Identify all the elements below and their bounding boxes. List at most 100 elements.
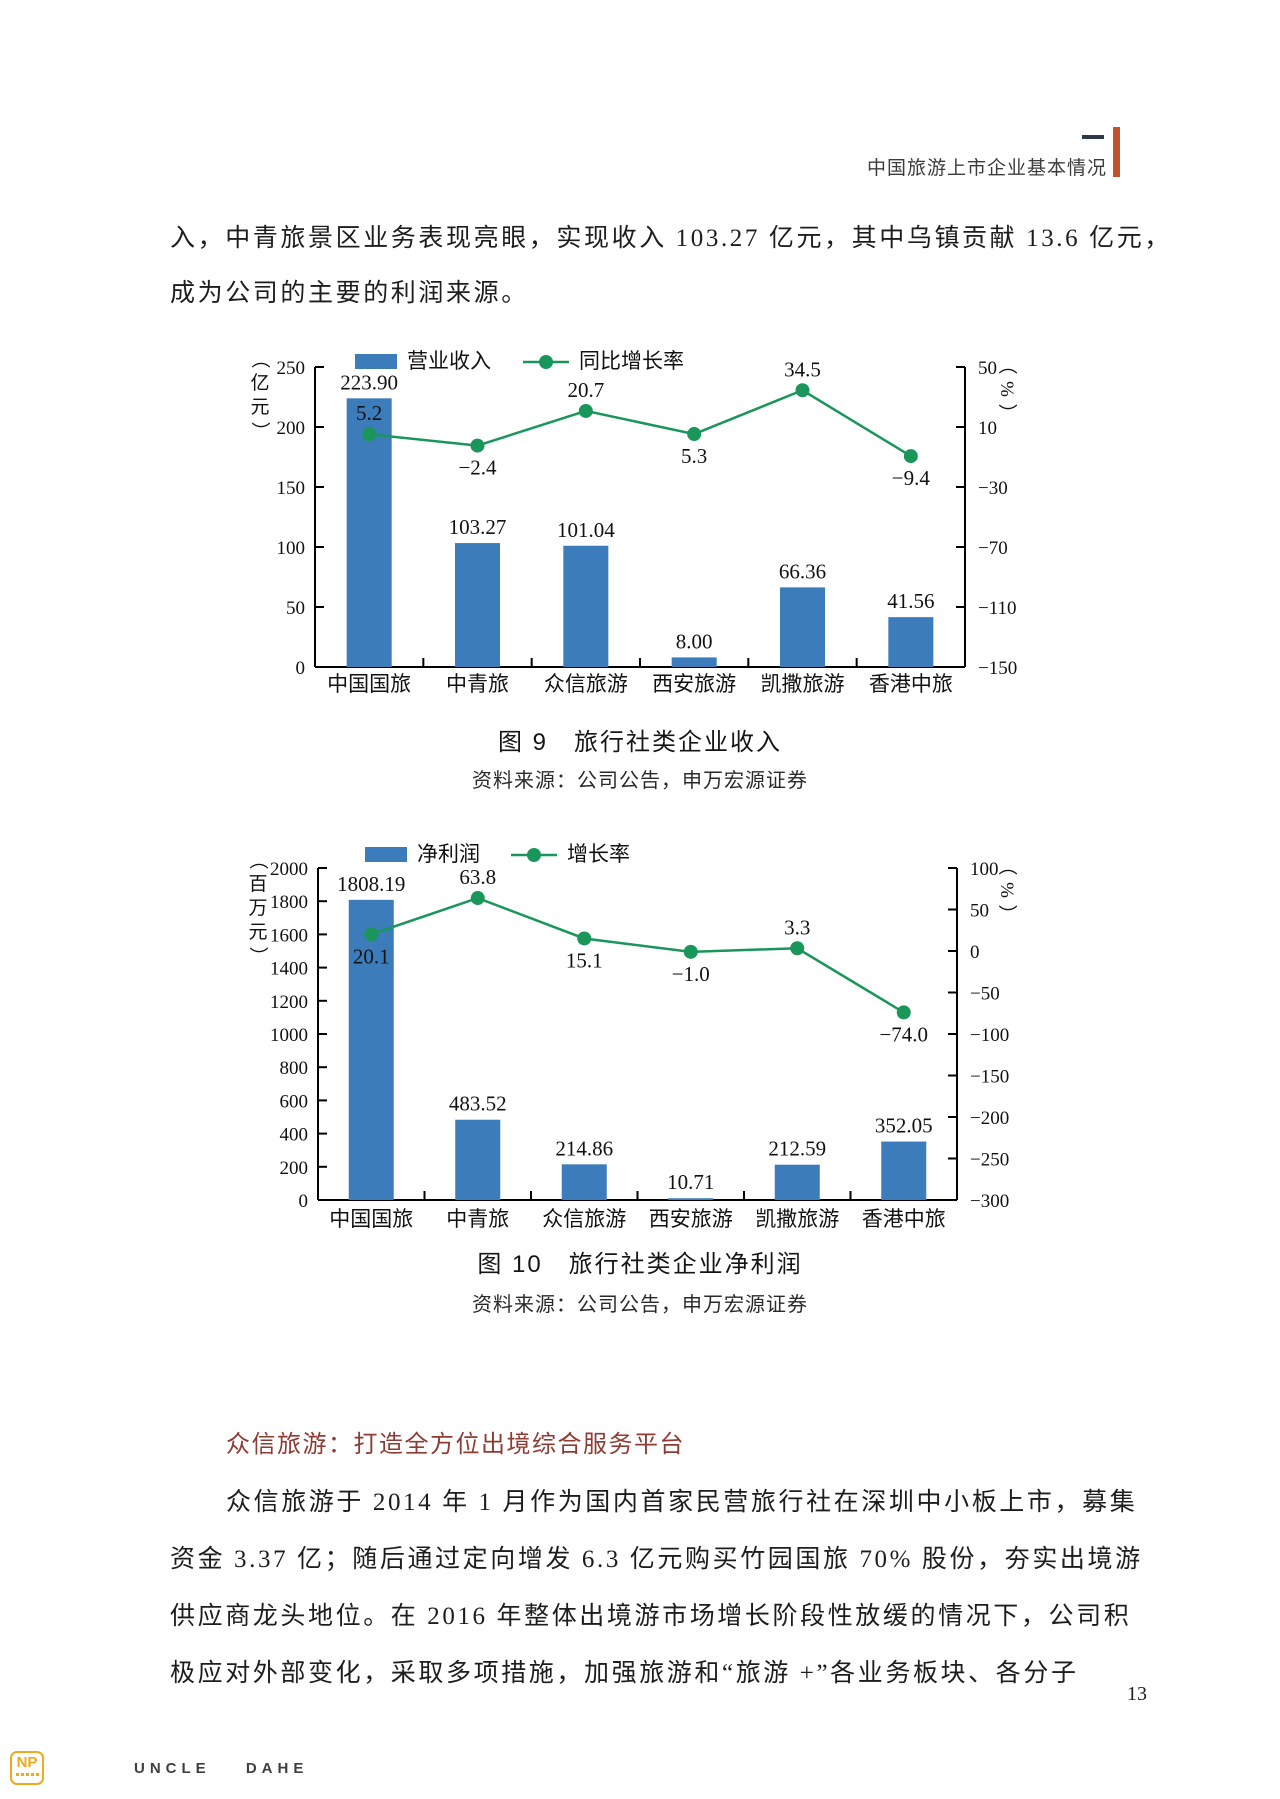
legend-bar-swatch xyxy=(365,847,407,862)
bar xyxy=(561,1164,607,1200)
category-label: 凯撒旅游 xyxy=(761,672,845,696)
bar xyxy=(455,543,500,667)
line-value-label: 3.3 xyxy=(784,915,810,939)
net-profit-chart: 0200400600800100012001400160018002000−30… xyxy=(247,842,1018,1231)
legend-line-marker xyxy=(539,355,553,369)
left-tick-label: 0 xyxy=(299,1191,309,1212)
line-value-label: −2.4 xyxy=(458,456,497,480)
left-tick-label: 1200 xyxy=(270,992,308,1013)
left-tick-label: 50 xyxy=(286,598,305,619)
line-value-label: −1.0 xyxy=(672,962,710,986)
line-value-label: 5.3 xyxy=(681,444,707,468)
np-logo-letters: NP xyxy=(16,1754,38,1771)
right-tick-label: −100 xyxy=(970,1025,1009,1046)
left-tick-label: 150 xyxy=(277,478,306,499)
bar xyxy=(563,545,609,667)
category-label: 香港中旅 xyxy=(862,1207,946,1231)
left-tick-label: 250 xyxy=(277,358,306,379)
bar-value-label: 223.90 xyxy=(340,370,398,394)
bar xyxy=(881,1141,927,1200)
left-tick-label: 1800 xyxy=(270,892,308,913)
left-tick-label: 1400 xyxy=(270,959,308,980)
line-value-label: 15.1 xyxy=(566,948,603,972)
page-number: 13 xyxy=(1127,1683,1147,1705)
right-axis-unit: （ xyxy=(996,355,1018,374)
right-tick-label: 50 xyxy=(970,901,989,922)
left-axis-unit: 万 xyxy=(248,898,267,919)
section-paragraph-line: 极应对外部变化，采取多项措施，加强旅游和“旅游 +”各业务板块、各分子 xyxy=(170,1660,1079,1687)
right-tick-label: −110 xyxy=(978,598,1017,619)
category-label: 众信旅游 xyxy=(544,672,628,696)
figure-source-wrap: 资料来源：公司公告，申万宏源证券 xyxy=(170,1288,1110,1317)
category-label: 中国国旅 xyxy=(329,1207,413,1231)
left-tick-label: 1000 xyxy=(270,1025,308,1046)
bar xyxy=(346,398,392,667)
left-tick-label: 600 xyxy=(280,1091,309,1112)
category-label: 香港中旅 xyxy=(869,672,953,696)
intro-paragraph-line: 成为公司的主要的利润来源。 xyxy=(170,280,529,307)
left-tick-label: 1600 xyxy=(270,925,308,946)
figure10-caption: 图 10 旅行社类企业净利润 xyxy=(477,1251,803,1278)
right-tick-label: −30 xyxy=(978,478,1008,499)
left-axis-unit: 亿 xyxy=(250,372,269,394)
legend-label: 净利润 xyxy=(417,842,480,866)
section-paragraph-line: 资金 3.37 亿；随后通过定向增发 6.3 亿元购买竹园国旅 70% 股份，夯… xyxy=(170,1546,1143,1573)
bar-value-label: 352.05 xyxy=(875,1114,933,1138)
line-value-label: 34.5 xyxy=(784,357,821,381)
right-axis-unit: ） xyxy=(996,403,1018,422)
line-marker xyxy=(790,941,805,956)
left-tick-label: 200 xyxy=(277,418,306,439)
right-tick-label: −50 xyxy=(970,984,1000,1005)
right-tick-label: 50 xyxy=(978,358,997,379)
section-heading: 众信旅游：打造全方位出境综合服务平台 xyxy=(226,1431,685,1458)
line-marker xyxy=(362,427,377,442)
left-axis-unit: （ xyxy=(249,349,271,368)
right-axis-unit: % xyxy=(996,882,1017,898)
bar-value-label: 8.00 xyxy=(676,629,713,653)
legend-label: 营业收入 xyxy=(407,349,491,373)
line-value-label: 20.1 xyxy=(353,944,390,968)
bar-value-label: 214.86 xyxy=(555,1136,613,1160)
bar-value-label: 101.04 xyxy=(557,518,615,542)
line-marker xyxy=(795,383,810,398)
right-tick-label: −70 xyxy=(978,538,1008,559)
left-tick-label: 800 xyxy=(280,1058,309,1079)
bar-value-label: 103.27 xyxy=(449,515,507,539)
bar xyxy=(668,1198,714,1200)
bar-value-label: 10.71 xyxy=(667,1170,714,1194)
left-axis-unit: 元 xyxy=(250,397,269,418)
line-marker xyxy=(364,927,379,942)
line-marker xyxy=(903,449,918,464)
growth-line xyxy=(369,388,912,458)
figure9-source: 资料来源：公司公告，申万宏源证券 xyxy=(472,770,808,792)
category-label: 中青旅 xyxy=(446,1207,509,1231)
line-value-label: 63.8 xyxy=(459,865,496,889)
bar-value-label: 483.52 xyxy=(449,1092,507,1116)
figure-caption-wrap: 图 10 旅行社类企业净利润 xyxy=(170,1244,1110,1279)
running-header-title: 中国旅游上市企业基本情况 xyxy=(866,158,1107,179)
line-value-label: 20.7 xyxy=(567,378,604,402)
left-axis-unit: 元 xyxy=(248,922,267,943)
bar xyxy=(780,587,825,667)
right-tick-label: 0 xyxy=(970,942,980,963)
line-value-label: 5.2 xyxy=(356,401,382,425)
left-axis-unit: （ xyxy=(247,850,269,869)
header-accent-bar xyxy=(1113,127,1120,177)
left-tick-label: 400 xyxy=(280,1125,309,1146)
left-axis-unit: ） xyxy=(247,946,269,965)
bar-value-label: 212.59 xyxy=(768,1137,826,1161)
left-tick-label: 2000 xyxy=(270,859,308,880)
right-tick-label: −150 xyxy=(970,1067,1009,1088)
category-label: 众信旅游 xyxy=(542,1207,626,1231)
category-label: 西安旅游 xyxy=(652,672,736,696)
category-label: 中国国旅 xyxy=(327,672,411,696)
line-marker xyxy=(470,891,485,906)
bar xyxy=(774,1164,820,1200)
bar-value-label: 1808.19 xyxy=(337,872,405,896)
legend-label: 增长率 xyxy=(567,842,630,866)
brand-watermark: UNCLE DAHE xyxy=(134,1760,309,1777)
header-rule-dash xyxy=(1082,135,1104,139)
line-marker xyxy=(470,438,485,453)
np-logo-icon: NP xyxy=(10,1751,44,1785)
